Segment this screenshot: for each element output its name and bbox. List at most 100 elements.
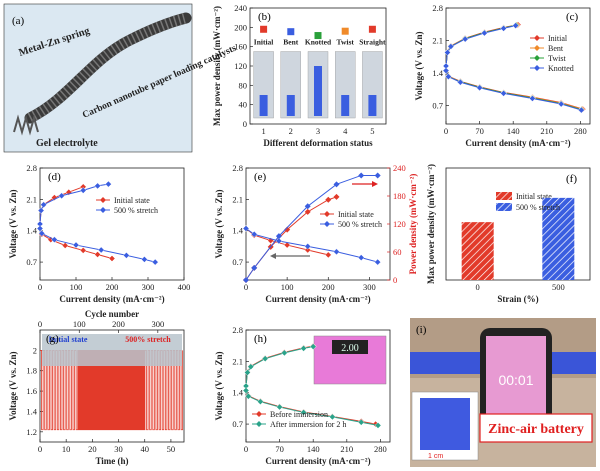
data-marker [300, 345, 307, 352]
data-marker [329, 413, 336, 421]
y-tick-label: 2 [33, 345, 37, 355]
max-power-marker [341, 27, 349, 35]
y-tick-label: 240 [234, 3, 247, 13]
clamp [368, 95, 377, 116]
y-tick-label: 0.7 [232, 257, 243, 267]
legend-label: 500 % stretch [516, 203, 560, 212]
y-tick-label: 1.4 [26, 226, 37, 236]
panel-i-photo: 00:01 1 cm Zinc-air battery (i) [410, 318, 596, 467]
panel-label: (g) [46, 333, 59, 345]
plot-frame [445, 167, 591, 281]
legend-marker [534, 45, 540, 51]
inset-photo [313, 335, 387, 385]
deformation-photo [280, 51, 301, 119]
x-tick-label: 210 [340, 444, 353, 454]
data-marker [247, 363, 255, 371]
data-marker [36, 225, 44, 232]
y-tick-label: 2.8 [232, 163, 243, 173]
y-right-tick-label: 60 [393, 247, 402, 257]
y-tick-label: 1.4 [432, 68, 443, 78]
data-marker [242, 225, 250, 232]
legend-label: After immersion for 2 h [270, 420, 346, 429]
bar [542, 197, 575, 280]
plot-frame [39, 167, 185, 281]
top-tick-label: 300 [151, 319, 164, 329]
data-marker [276, 403, 283, 411]
panel-a-illustration: (a) Metal-Zn spring Carbon nanotube pape… [3, 3, 238, 153]
x-tick-label: 0 [476, 282, 480, 292]
data-marker [244, 369, 251, 376]
max-power-marker [260, 25, 268, 33]
y-axis-label: Voltage (V vs. Zn) [214, 189, 224, 258]
panel-label: (d) [48, 171, 61, 183]
data-marker [243, 277, 249, 283]
y-right-tick-label: 180 [393, 191, 406, 201]
data-marker [79, 247, 87, 254]
x-tick-label: 0 [38, 444, 42, 454]
data-marker [476, 84, 483, 92]
charge-curve [445, 24, 519, 67]
data-marker [94, 182, 101, 190]
legend-label: Initial [548, 34, 568, 43]
meter-display [332, 340, 368, 354]
data-marker [442, 67, 450, 74]
x-tick-label: 2 [289, 126, 293, 136]
clamp [259, 95, 268, 116]
data-marker [304, 203, 311, 210]
y-tick-label: 2.1 [232, 356, 243, 366]
x-tick-label: 50 [167, 444, 176, 454]
data-marker [97, 246, 105, 254]
y-right-tick-label: 0 [393, 275, 397, 285]
data-marker [275, 233, 282, 240]
y-tick-label: 1.6 [26, 386, 37, 396]
plot-frame [39, 329, 185, 443]
data-marker [358, 172, 365, 179]
data-marker [333, 248, 340, 256]
data-marker [374, 172, 381, 179]
data-marker [105, 180, 112, 188]
x-tick-label: 400 [178, 282, 191, 292]
y-tick-label: 2.1 [432, 35, 443, 45]
panel-label-i: (i) [416, 324, 427, 336]
data-marker [374, 422, 382, 429]
legend-label: 500 % stretch [338, 220, 382, 229]
y-tick-label: 1.4 [232, 388, 243, 398]
clamp [314, 66, 322, 116]
max-power-marker [314, 32, 322, 40]
x-tick-label: 20 [88, 444, 97, 454]
legend-marker [324, 211, 330, 217]
data-marker [245, 393, 252, 400]
x-tick-label: 100 [70, 282, 83, 292]
data-marker [275, 237, 283, 245]
data-marker [284, 226, 291, 233]
x-tick-label: 300 [142, 282, 155, 292]
deformation-label: Twist [337, 37, 355, 46]
y-tick-label: 200 [234, 22, 247, 32]
y-axis-label: Voltage (V vs. Zn) [214, 351, 224, 420]
battery-label-box [479, 413, 593, 443]
data-marker [79, 187, 87, 194]
x-tick-label: 500 [552, 282, 565, 292]
legend-marker [534, 35, 540, 41]
clamp [341, 95, 350, 116]
data-marker [357, 419, 365, 426]
x-tick-label: 4 [343, 126, 348, 136]
x-tick-label: 40 [140, 444, 149, 454]
y-tick-label: 1.4 [26, 406, 37, 416]
top-axis-label: Cycle number [85, 309, 139, 319]
clamp [286, 95, 295, 116]
data-marker [445, 73, 452, 80]
x-tick-label: 0 [444, 126, 448, 136]
deformation-label: Initial [254, 37, 274, 46]
data-marker [281, 349, 288, 357]
bar [461, 222, 494, 280]
x-axis-label: Current density (mA·cm⁻²) [265, 294, 370, 304]
y-tick-label: 1.4 [232, 226, 243, 236]
legend-marker [256, 411, 262, 417]
data-marker [357, 254, 365, 261]
data-marker [325, 196, 332, 203]
voltage-curve [245, 228, 378, 263]
data-marker [578, 106, 585, 114]
scale-bar-label: 1 cm [428, 453, 443, 460]
max-power-marker [287, 28, 295, 36]
